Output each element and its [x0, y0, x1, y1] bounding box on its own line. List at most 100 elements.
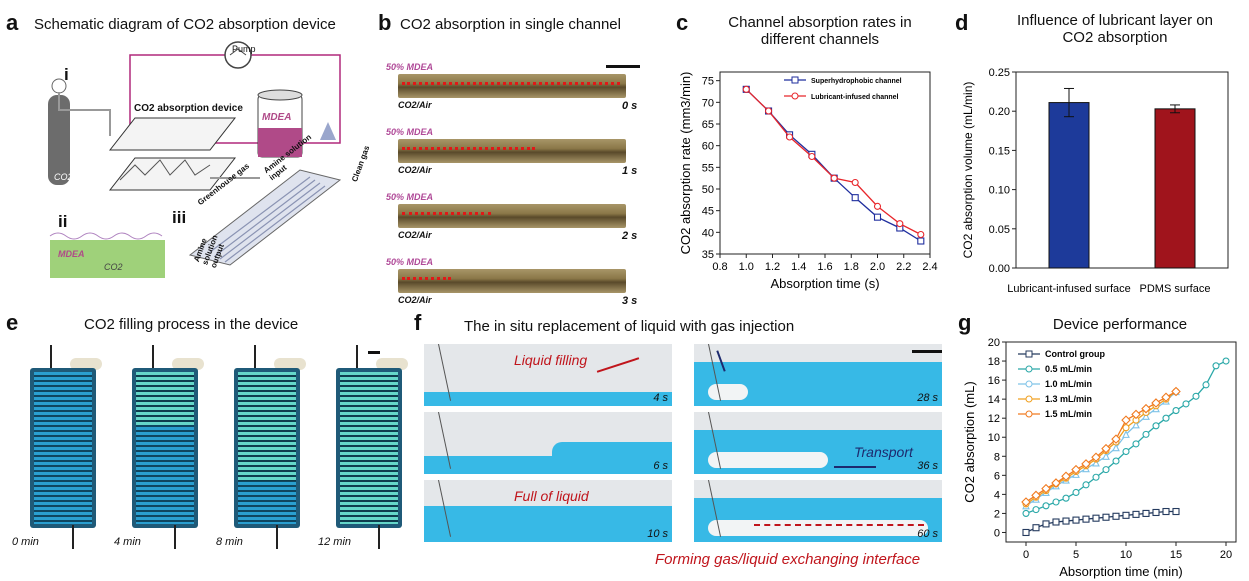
y-tick-label: 0.00 [989, 263, 1010, 275]
data-point [1131, 409, 1141, 420]
panel-g-title: Device performance [1052, 316, 1188, 333]
y-tick-label: 45 [702, 206, 714, 218]
liquid-front-line [402, 147, 535, 150]
frame-top-label: 50% MDEA [386, 127, 434, 137]
data-point [1172, 407, 1180, 415]
x-tick-label: 10 [1120, 549, 1132, 561]
data-point [1052, 498, 1060, 506]
data-point [1042, 502, 1050, 510]
channel-grid [34, 372, 92, 524]
data-point [1132, 420, 1140, 429]
data-point [917, 230, 925, 239]
data-point [1031, 490, 1041, 501]
data-point [1092, 514, 1100, 522]
x-tick-label: 1.6 [817, 261, 832, 273]
data-point [1122, 424, 1130, 432]
tube [70, 358, 102, 370]
panel-a-label-ii: ii [58, 212, 68, 231]
legend-label: 1.5 mL/min [1045, 409, 1092, 419]
y-axis-label: CO2 absorption (mL) [962, 381, 977, 502]
data-point [786, 133, 794, 141]
gas-bubble [708, 384, 748, 400]
data-point [1062, 517, 1070, 525]
interface-line [754, 524, 924, 526]
video-frame: 4 s Liquid filling [424, 344, 672, 406]
y-tick-label: 0.05 [989, 224, 1010, 236]
panel-d-letter: d [955, 10, 969, 35]
y-tick-label: 35 [702, 249, 714, 261]
legend-marker [1025, 410, 1033, 418]
data-point [1192, 392, 1200, 400]
tube [376, 358, 408, 370]
panel-a-pump-label: Pump [232, 44, 256, 54]
y-axis-label: CO2 absorption rate (mm3/min) [678, 72, 693, 255]
chart-g: 0 5 10 15 20 0 2 4 6 8 10 12 14 16 18 20 Absorption time… [962, 337, 1237, 579]
data-point [1032, 524, 1040, 532]
y-tick-label: 0.10 [989, 185, 1010, 197]
y-tick-label: 18 [988, 356, 1000, 368]
data-point [1152, 508, 1160, 517]
y-tick-label: 4 [994, 489, 1000, 501]
y-tick-label: 75 [702, 76, 714, 88]
legend-label: 1.0 mL/min [1045, 379, 1092, 389]
panel-b-letter: b [378, 10, 392, 35]
y-tick-label: 8 [994, 451, 1000, 463]
video-frame: 36 s Transport [694, 412, 942, 474]
data-point [1112, 457, 1120, 465]
frame-bottom-label: CO2/Air [398, 230, 432, 240]
plot-frame [1005, 341, 1237, 543]
data-point [1082, 481, 1090, 489]
frame-top-label: 50% MDEA [386, 192, 434, 202]
legend-label: Control group [1045, 349, 1105, 359]
data-point [873, 202, 882, 210]
legend-label: Lubricant-infused channel [811, 94, 899, 101]
pump-icon [224, 41, 252, 69]
data-point [1072, 516, 1080, 524]
series-line [1025, 391, 1177, 507]
x-tick-label: 1.4 [791, 261, 806, 273]
data-point [1102, 513, 1110, 521]
frame-bottom-label: CO2/Air [398, 100, 432, 110]
data-point [1111, 434, 1121, 444]
data-point [1022, 509, 1030, 517]
outlet-needle [72, 525, 74, 549]
data-point [1081, 459, 1091, 469]
data-point [1112, 512, 1120, 520]
data-point [896, 220, 904, 228]
series-line [1025, 391, 1177, 505]
data-point [851, 194, 859, 202]
y-tick-label: 70 [702, 97, 714, 109]
panel-f-bottom-caption: Forming gas/liquid exchanging interface [655, 551, 921, 568]
frame-time-label: 60 s [917, 528, 938, 540]
y-tick-label: 0.25 [989, 67, 1010, 79]
frame-time-label: 1 s [622, 165, 638, 177]
panel-b-title: CO2 absorption in single channel [400, 16, 621, 33]
legend-label: 1.3 mL/min [1045, 394, 1092, 404]
device-image [234, 368, 300, 528]
liquid-region [424, 506, 672, 542]
x-tick-label: 15 [1170, 549, 1182, 561]
panel-a-co2-label: CO2 [54, 172, 73, 182]
liquid-region [424, 456, 672, 474]
video-frame: 60 s [694, 480, 942, 542]
x-tick-label: 1.0 [739, 261, 754, 273]
y-tick-label: 65 [702, 119, 714, 131]
data-point [1102, 452, 1110, 460]
data-point [1092, 458, 1100, 467]
panel-a-label-i: i [64, 65, 69, 84]
data-point [1022, 528, 1030, 537]
data-point [1142, 412, 1150, 420]
y-tick-label: 60 [702, 141, 714, 153]
gas-bubble [708, 520, 928, 536]
liquid-front-line [402, 82, 620, 85]
chart-c: 0.8 1.0 1.2 1.4 1.6 1.8 2.0 2.2 2.4 35 40 45 50 55 60 6… [678, 71, 938, 291]
y-tick-label: 14 [988, 394, 1000, 406]
data-point [1182, 400, 1190, 408]
data-point [1052, 518, 1060, 526]
data-point [1172, 507, 1180, 516]
y-tick-label: 55 [702, 162, 714, 174]
x-tick-label: 1.8 [844, 261, 859, 273]
frame-bottom-label: CO2/Air [398, 165, 432, 175]
x-tick-label: 2.4 [922, 261, 937, 273]
frame-time-label: 36 s [917, 460, 938, 472]
